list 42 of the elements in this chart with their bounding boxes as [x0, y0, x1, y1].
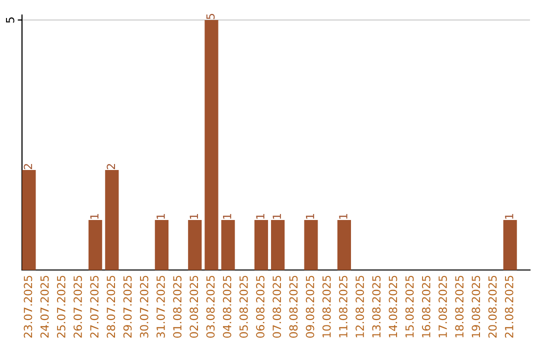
- x-tick-label: 07.08.2025: [272, 276, 282, 338]
- x-tick-label: 23.07.2025: [24, 276, 32, 338]
- x-tick-label: 21.08.2025: [504, 276, 514, 338]
- x-tick-label: 06.08.2025: [256, 276, 264, 338]
- x-tick-label: 15.08.2025: [405, 276, 414, 338]
- x-tick-label: 09.08.2025: [306, 276, 314, 338]
- x-tick-label: 16.08.2025: [422, 276, 430, 338]
- x-tick-label: 27.07.2025: [90, 276, 99, 338]
- data-label: 5: [206, 14, 215, 20]
- x-tick-label: 08.08.2025: [289, 276, 298, 338]
- data-label: 2: [106, 164, 115, 170]
- data-label: 1: [339, 214, 348, 219]
- data-label: 1: [156, 214, 165, 219]
- x-tick-label: 28.07.2025: [106, 276, 116, 338]
- x-tick-label: 04.08.2025: [222, 276, 232, 338]
- x-tick-label: 25.07.2025: [56, 276, 66, 338]
- x-tick-label: 18.08.2025: [455, 276, 464, 338]
- data-label: 1: [306, 214, 314, 219]
- x-tick-label: 12.08.2025: [356, 276, 364, 338]
- x-tick-label: 19.08.2025: [472, 276, 480, 338]
- x-tick-label: 05.08.2025: [239, 276, 248, 338]
- x-tick-label: 01.08.2025: [173, 276, 182, 338]
- x-tick-label: 30.07.2025: [140, 276, 148, 338]
- x-tick-label: 13.08.2025: [372, 276, 381, 338]
- data-label: 1: [256, 214, 264, 219]
- x-tick-label: 20.08.2025: [488, 276, 497, 338]
- x-tick-label: 02.08.2025: [190, 276, 198, 338]
- x-tick-label: 03.08.2025: [206, 276, 215, 338]
- x-tick-label: 24.07.2025: [40, 276, 49, 338]
- data-label: 1: [505, 214, 514, 219]
- data-label: 1: [90, 214, 98, 219]
- data-label: 1: [223, 214, 232, 219]
- data-label: 2: [24, 164, 32, 170]
- x-tick-label: 26.07.2025: [74, 276, 82, 338]
- x-tick-label: 17.08.2025: [438, 276, 447, 338]
- x-tick-label: 31.07.2025: [156, 276, 165, 338]
- data-label: 1: [272, 214, 281, 219]
- x-tick-label: 11.08.2025: [339, 276, 348, 338]
- x-tick-label: 14.08.2025: [388, 276, 398, 338]
- x-tick-label: 10.08.2025: [322, 276, 331, 338]
- x-tick-label: 29.07.2025: [123, 276, 132, 338]
- data-label: 1: [190, 214, 198, 219]
